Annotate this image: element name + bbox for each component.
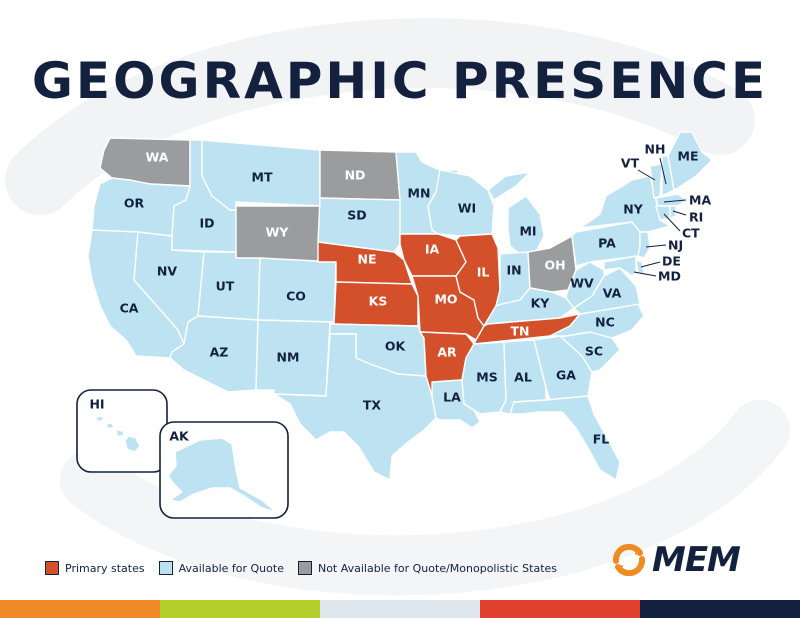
label-NH: NH [645,142,666,157]
label-NC: NC [595,315,615,330]
label-LA: LA [443,390,461,405]
label-OK: OK [385,339,407,354]
label-GA: GA [556,368,576,383]
state-VT[interactable] [649,163,663,199]
legend-label-not-available: Not Available for Quote/Monopolistic Sta… [317,561,558,575]
label-NM: NM [277,350,300,365]
state-labels: WA OR CA ID NV MT WY UT AZ CO NM ND SD N… [89,142,711,447]
mem-swirl-icon [612,543,646,577]
label-NJ: NJ [668,238,683,253]
state-MA[interactable] [655,193,687,207]
label-FL: FL [593,432,610,447]
label-IL: IL [477,265,490,280]
label-WY: WY [266,225,290,240]
footer-segment-green [160,600,320,618]
label-MT: MT [252,170,273,185]
label-MI: MI [519,224,536,239]
label-HI: HI [89,397,104,412]
label-AR: AR [437,345,457,360]
label-WV: WV [570,276,594,291]
label-OH: OH [544,258,565,273]
label-RI: RI [689,210,703,225]
label-ME: ME [678,149,699,164]
label-IN: IN [506,263,521,278]
footer-segment-orange [0,600,160,618]
label-TN: TN [511,324,530,339]
label-WA: WA [146,150,169,165]
state-MS[interactable] [461,341,507,415]
footer-color-bar [0,600,800,618]
label-WI: WI [458,201,476,216]
legend-label-available: Available for Quote [178,561,284,575]
label-MD: MD [658,269,681,284]
label-CO: CO [286,289,306,304]
state-IL[interactable] [455,233,501,327]
state-ME[interactable] [667,131,713,191]
label-AZ: AZ [210,345,229,360]
footer-segment-red [480,600,640,618]
label-MS: MS [476,370,497,385]
legend-label-primary: Primary states [65,561,145,575]
label-ID: ID [199,216,214,231]
footer-segment-navy [640,600,800,618]
state-KS[interactable] [333,281,419,327]
label-AK: AK [169,429,190,444]
footer-segment-light-gray [320,600,480,618]
mem-logo: MEM [612,539,752,581]
state-TX[interactable] [273,333,437,481]
state-NJ[interactable] [637,231,651,259]
label-MO: MO [434,292,457,307]
label-VT: VT [621,156,640,171]
label-IA: IA [425,242,440,257]
state-MD[interactable] [603,255,637,277]
label-CA: CA [120,301,139,316]
label-UT: UT [216,279,235,294]
state-SD[interactable] [317,197,401,253]
legend-item-available: Available for Quote [158,561,284,575]
label-KS: KS [369,294,388,309]
label-PA: PA [598,236,616,251]
label-SC: SC [585,344,603,359]
label-KY: KY [531,296,551,311]
legend-swatch-not-available [297,561,312,575]
label-NV: NV [157,264,177,279]
label-CT: CT [682,226,700,241]
label-NE: NE [357,252,376,267]
label-MN: MN [408,186,431,201]
state-AK[interactable] [167,437,277,513]
label-SD: SD [347,208,366,223]
state-WV[interactable] [565,261,605,309]
label-MA: MA [689,193,711,208]
state-HI[interactable] [94,415,141,453]
label-AL: AL [514,370,532,385]
legend-swatch-primary [45,561,59,575]
label-ND: ND [345,168,366,183]
leader-lines [633,157,687,277]
label-NY: NY [623,202,643,217]
label-VA: VA [603,286,622,301]
logo-text: MEM [652,540,741,580]
page-title: GEOGRAPHIC PRESENCE [31,52,769,110]
legend-item-not-available: Not Available for Quote/Monopolistic Sta… [297,561,558,575]
label-OR: OR [124,196,145,211]
legend-swatch-available [158,561,173,575]
label-DE: DE [662,254,681,269]
state-FL[interactable] [509,395,621,481]
label-TX: TX [363,398,382,413]
state-RI[interactable] [669,205,677,219]
legend-item-primary: Primary states [45,561,145,575]
state-MI[interactable] [487,171,545,255]
legend: Primary states Available for Quote Not A… [45,558,557,578]
